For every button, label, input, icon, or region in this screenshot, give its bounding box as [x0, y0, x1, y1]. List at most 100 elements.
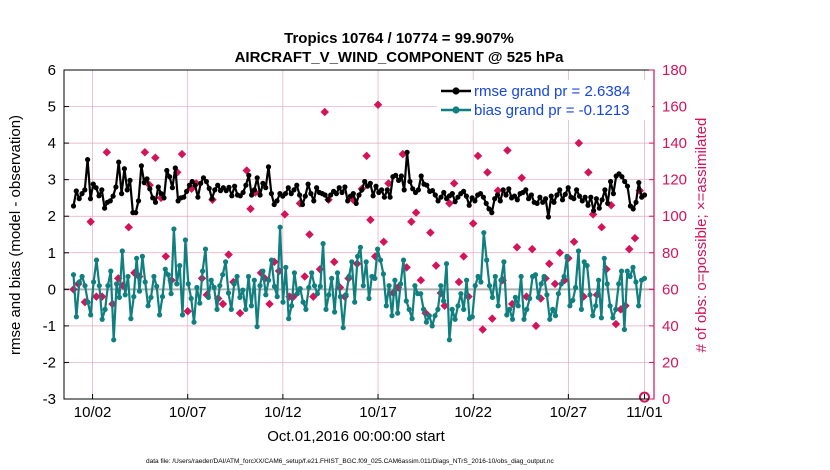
rmse-point	[384, 187, 390, 193]
rmse-point	[641, 192, 648, 198]
obs-count-point	[426, 228, 435, 237]
rmse-point	[87, 196, 94, 202]
rmse-point	[161, 195, 167, 201]
right-tick-label: 80	[662, 245, 679, 262]
obs-count-point	[440, 301, 449, 311]
bias-point	[309, 270, 315, 276]
rmse-point	[265, 164, 272, 170]
x-tick-label: 10/12	[264, 404, 302, 421]
bias-point	[263, 292, 269, 298]
bias-point	[598, 315, 605, 321]
rmse-point	[582, 194, 588, 200]
bias-point	[570, 297, 576, 303]
rmse-point	[339, 189, 345, 196]
x-tick-label: 10/07	[169, 404, 207, 421]
bias-series	[70, 224, 648, 343]
bias-point	[377, 257, 384, 263]
left-tick-label: 5	[48, 99, 56, 116]
bias-point	[360, 283, 366, 289]
left-tick-label: 3	[48, 172, 56, 189]
rmse-point	[192, 182, 198, 188]
rmse-point	[285, 185, 291, 191]
bias-point	[618, 268, 625, 274]
bias-point	[329, 275, 335, 281]
bias-point	[165, 272, 171, 278]
bias-point	[297, 286, 303, 292]
bias-point	[590, 313, 596, 319]
obs-count-point	[320, 107, 329, 117]
bias-point	[478, 279, 484, 285]
obs-count-point	[218, 299, 228, 309]
rmse-point	[251, 187, 257, 193]
bias-point	[136, 288, 143, 294]
bias-point	[337, 294, 343, 300]
rmse-point	[506, 186, 512, 192]
obs-count-point	[473, 151, 483, 161]
obs-count-point	[280, 210, 290, 219]
rmse-point	[362, 178, 368, 185]
bias-point	[211, 284, 217, 291]
rmse-point	[268, 191, 274, 197]
rmse-point	[497, 198, 503, 204]
bias-point	[400, 257, 407, 263]
rmse-point	[350, 191, 356, 197]
bias-point	[268, 257, 275, 263]
x-axis-ticks: 10/02 10/07 10/12 10/17 10/22 10/27 11/01	[74, 394, 663, 421]
left-tick-label: 4	[48, 135, 56, 152]
obs-count-point	[454, 277, 464, 287]
obs-count-point	[527, 244, 537, 254]
bias-point	[194, 284, 200, 291]
bias-point	[70, 272, 77, 278]
rmse-point	[288, 191, 294, 197]
bias-point	[518, 273, 524, 280]
obs-count-point	[411, 208, 421, 217]
rmse-point	[494, 192, 501, 198]
bias-point	[636, 303, 642, 309]
rmse-point	[452, 199, 458, 205]
obs-count-point	[373, 100, 383, 109]
rmse-point	[477, 191, 484, 197]
x-tick-label: 10/17	[359, 404, 397, 421]
bias-point	[266, 277, 272, 283]
rmse-point	[184, 188, 190, 194]
bias-point	[501, 259, 507, 265]
bias-point	[248, 303, 254, 309]
bias-point	[633, 279, 639, 285]
right-tick-label: 0	[662, 391, 670, 408]
bias-point	[139, 253, 145, 259]
rmse-point	[554, 192, 560, 198]
bias-point	[392, 277, 398, 283]
bias-point	[214, 306, 220, 312]
obs-count-point	[224, 250, 233, 259]
bias-point	[122, 292, 128, 298]
right-tick-label: 120	[662, 172, 687, 189]
rmse-point	[410, 186, 416, 192]
obs-count-point	[483, 168, 492, 177]
rmse-point	[441, 189, 447, 196]
rmse-point	[257, 192, 263, 198]
rmse-point	[305, 181, 311, 187]
rmse-point	[500, 187, 506, 193]
rmse-point	[260, 180, 266, 186]
rmse-point	[138, 163, 144, 169]
data-file-footnote: data file: /Users/raeder/DAI/ATM_forcXX/…	[146, 458, 555, 465]
rmse-point	[630, 206, 636, 212]
bias-point	[151, 273, 157, 280]
obs-count-point	[366, 215, 375, 225]
rmse-point	[463, 193, 469, 199]
bias-point	[162, 266, 168, 272]
rmse-point	[353, 200, 359, 206]
rmse-point	[424, 182, 430, 188]
obs-count-point	[487, 314, 497, 323]
rmse-point	[198, 180, 204, 186]
bias-point	[159, 294, 166, 300]
bias-point	[509, 316, 516, 322]
bias-point	[245, 273, 252, 280]
rmse-point	[636, 180, 642, 186]
obs-count-point	[545, 259, 554, 268]
bias-point	[157, 312, 163, 318]
bias-point	[472, 283, 478, 289]
bias-point	[423, 319, 429, 325]
rmse-point	[152, 199, 159, 205]
